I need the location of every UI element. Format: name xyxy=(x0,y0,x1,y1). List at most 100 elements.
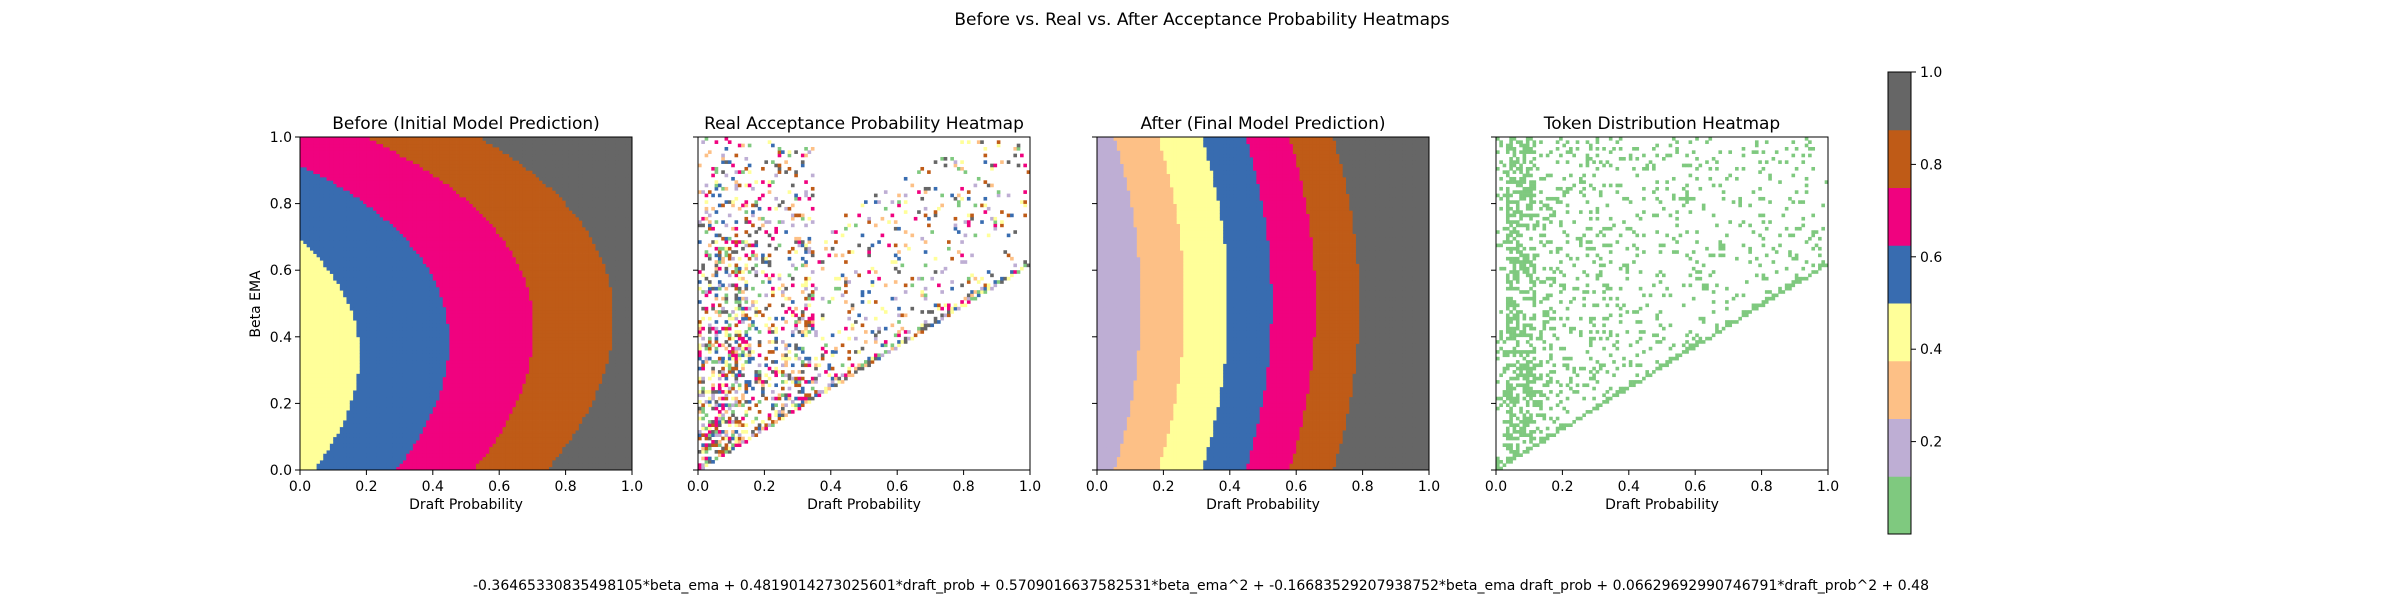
before-cell xyxy=(330,417,334,421)
before-cell xyxy=(380,367,384,371)
before-cell xyxy=(420,380,424,384)
before-cell xyxy=(303,453,307,457)
before-cell xyxy=(340,187,344,191)
before-cell xyxy=(426,377,430,381)
before-cell xyxy=(300,427,304,431)
before-cell xyxy=(320,320,324,324)
before-cell xyxy=(400,360,404,364)
before-cell xyxy=(303,313,307,317)
before-cell xyxy=(356,160,360,164)
before-cell xyxy=(449,350,453,354)
before-cell xyxy=(343,290,347,294)
before-cell xyxy=(426,347,430,351)
before-cell xyxy=(413,267,417,271)
before-cell xyxy=(337,194,341,198)
before-cell xyxy=(456,164,460,168)
before-cell xyxy=(346,317,350,321)
before-cell xyxy=(340,447,344,451)
before-cell xyxy=(320,350,324,354)
before-cell xyxy=(459,304,463,308)
before-cell xyxy=(400,300,404,304)
before-cell xyxy=(317,337,321,341)
before-cell xyxy=(396,147,400,151)
before-cell xyxy=(416,413,420,417)
before-cell xyxy=(363,297,367,301)
before-cell xyxy=(360,194,364,198)
before-cell xyxy=(323,427,327,431)
before-cell xyxy=(307,244,311,248)
before-cell xyxy=(439,370,443,374)
before-cell xyxy=(436,204,440,208)
before-cell xyxy=(356,350,360,354)
before-cell xyxy=(310,234,314,238)
before-cell xyxy=(400,370,404,374)
before-cell xyxy=(433,207,437,211)
before-cell xyxy=(423,150,427,154)
before-cell xyxy=(416,210,420,214)
before-cell xyxy=(317,224,321,228)
before-cell xyxy=(400,157,404,161)
before-cell xyxy=(310,304,314,308)
before-cell xyxy=(343,224,347,228)
before-cell xyxy=(376,227,380,231)
before-cell xyxy=(459,237,463,241)
before-cell xyxy=(459,290,463,294)
before-cell xyxy=(456,310,460,314)
before-cell xyxy=(456,440,460,444)
before-cell xyxy=(403,460,407,464)
before-cell xyxy=(303,450,307,454)
before-cell xyxy=(346,397,350,401)
before-cell xyxy=(390,240,394,244)
before-cell xyxy=(406,277,410,281)
before-cell xyxy=(423,280,427,284)
before-cell xyxy=(350,377,354,381)
before-cell xyxy=(313,373,317,377)
before-cell xyxy=(429,204,433,208)
before-cell xyxy=(383,353,387,357)
before-cell xyxy=(350,357,354,361)
before-cell xyxy=(330,270,334,274)
before-cell xyxy=(346,417,350,421)
before-cell xyxy=(346,274,350,278)
before-cell xyxy=(390,267,394,271)
before-cell xyxy=(346,187,350,191)
before-cell xyxy=(320,214,324,218)
before-cell xyxy=(406,317,410,321)
before-cell xyxy=(383,397,387,401)
before-cell xyxy=(376,200,380,204)
before-cell xyxy=(393,440,397,444)
before-cell xyxy=(459,403,463,407)
before-cell xyxy=(446,160,450,164)
before-cell xyxy=(426,174,430,178)
before-cell xyxy=(400,333,404,337)
before-cell xyxy=(343,197,347,201)
before-cell xyxy=(413,417,417,421)
before-cell xyxy=(376,393,380,397)
before-cell xyxy=(346,403,350,407)
before-cell xyxy=(373,423,377,427)
before-cell xyxy=(390,310,394,314)
before-cell xyxy=(303,184,307,188)
before-cell xyxy=(363,337,367,341)
before-cell xyxy=(416,184,420,188)
before-cell xyxy=(343,353,347,357)
before-cell xyxy=(363,207,367,211)
before-cell xyxy=(353,220,357,224)
before-cell xyxy=(373,353,377,357)
before-cell xyxy=(436,420,440,424)
before-cell xyxy=(366,140,370,144)
before-cell xyxy=(363,167,367,171)
before-cell xyxy=(310,230,314,234)
before-cell xyxy=(320,343,324,347)
before-cell xyxy=(429,187,433,191)
before-cell xyxy=(300,350,304,354)
before-cell xyxy=(383,137,387,141)
before-cell xyxy=(370,190,374,194)
before-cell xyxy=(420,197,424,201)
before-cell xyxy=(373,174,377,178)
before-cell xyxy=(373,417,377,421)
before-cell xyxy=(446,390,450,394)
before-cell xyxy=(380,413,384,417)
before-cell xyxy=(317,383,321,387)
before-cell xyxy=(350,227,354,231)
